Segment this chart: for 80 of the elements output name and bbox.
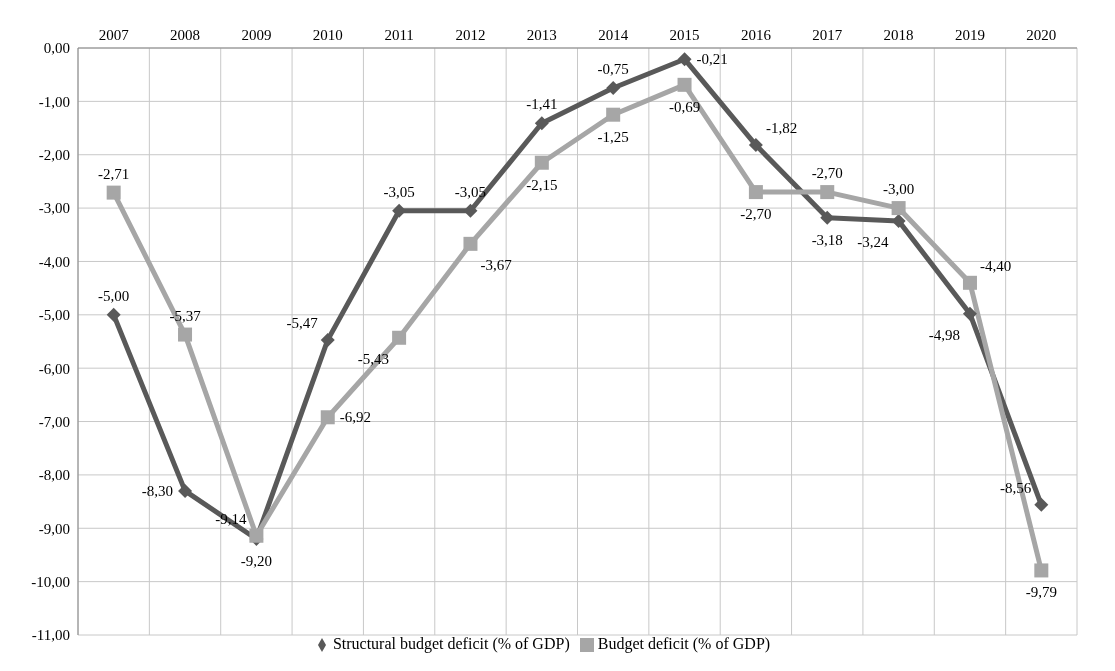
y-tick-label: -9,00	[38, 520, 70, 537]
x-tick-label: 2018	[883, 27, 914, 43]
point	[962, 306, 977, 321]
point	[463, 203, 478, 218]
data-label: -5,37	[169, 307, 202, 324]
data-label: -1,25	[597, 128, 629, 145]
x-tick-label: 2010	[312, 27, 343, 43]
point	[891, 213, 906, 228]
x-tick-label: 2011	[384, 27, 414, 43]
x-tick-label: 2014	[598, 27, 629, 43]
point	[820, 210, 835, 225]
point	[178, 327, 193, 342]
point	[320, 332, 335, 347]
point	[820, 185, 835, 200]
data-label: -8,30	[141, 482, 174, 499]
data-label: -5,00	[98, 287, 130, 304]
x-tick-label: 2009	[241, 27, 272, 43]
y-tick-label: -2,00	[38, 147, 70, 164]
data-label: -8,56	[1000, 479, 1032, 496]
point	[891, 201, 906, 216]
data-label: -9,20	[240, 552, 273, 569]
y-tick-label: -11,00	[31, 627, 70, 644]
y-tick-label: -3,00	[38, 200, 70, 217]
data-label: -2,15	[526, 176, 558, 193]
point	[534, 116, 549, 131]
point	[106, 185, 121, 200]
data-label: -6,92	[339, 409, 371, 426]
x-tick-label: 2019	[954, 27, 985, 43]
data-label: -3,05	[383, 183, 415, 200]
y-tick-label: -4,00	[38, 253, 70, 270]
x-tick-label: 2008	[170, 27, 201, 43]
point	[534, 155, 549, 170]
point	[392, 330, 407, 345]
data-label: -3,05	[454, 183, 487, 200]
legend-label: Budget deficit (% of GDP)	[597, 635, 771, 652]
y-tick-label: -8,00	[38, 467, 70, 484]
y-tick-label: -7,00	[38, 413, 70, 430]
data-label: -2,70	[811, 165, 843, 182]
point	[1034, 563, 1049, 578]
data-label: -5,43	[357, 350, 390, 367]
data-label: -3,24	[857, 233, 890, 250]
y-tick-label: -6,00	[38, 360, 70, 377]
legend-label: Structural budget deficit (% of GDP)	[332, 635, 570, 652]
x-tick-label: 2017	[812, 27, 843, 43]
data-label: -2,70	[740, 206, 772, 223]
point	[962, 275, 977, 290]
y-tick-label: 0,00	[43, 40, 70, 57]
point	[320, 410, 335, 425]
data-label: -0,75	[597, 61, 629, 78]
point	[748, 185, 763, 200]
point	[606, 81, 621, 96]
x-tick-label: 2015	[669, 27, 700, 43]
data-label: -5,47	[286, 314, 319, 331]
point	[463, 236, 478, 251]
data-label: -1,41	[526, 96, 558, 113]
data-label: -3,67	[480, 256, 513, 273]
point	[677, 52, 692, 67]
data-label: -9,79	[1025, 584, 1057, 601]
x-tick-label: 2016	[740, 27, 772, 43]
x-tick-label: 2013	[526, 27, 557, 43]
point	[1034, 497, 1049, 512]
x-tick-label: 2020	[1026, 27, 1057, 43]
x-tick-label: 2007	[98, 27, 130, 43]
point	[748, 138, 763, 153]
data-label: -3,00	[882, 181, 915, 198]
data-label: -1,82	[765, 120, 798, 137]
point	[677, 77, 692, 92]
data-label: -2,71	[98, 165, 130, 182]
point	[106, 307, 121, 322]
y-tick-label: -5,00	[38, 307, 70, 324]
data-label: -0,21	[696, 51, 728, 68]
y-tick-label: -1,00	[38, 93, 70, 110]
point	[178, 483, 193, 498]
data-label: -3,18	[811, 231, 843, 248]
y-tick-label: -10,00	[31, 573, 70, 590]
point	[606, 107, 621, 122]
x-tick-label: 2012	[455, 27, 486, 43]
data-label: -4,98	[928, 326, 960, 343]
data-label: -0,69	[668, 98, 701, 115]
data-label: -4,40	[979, 257, 1012, 274]
